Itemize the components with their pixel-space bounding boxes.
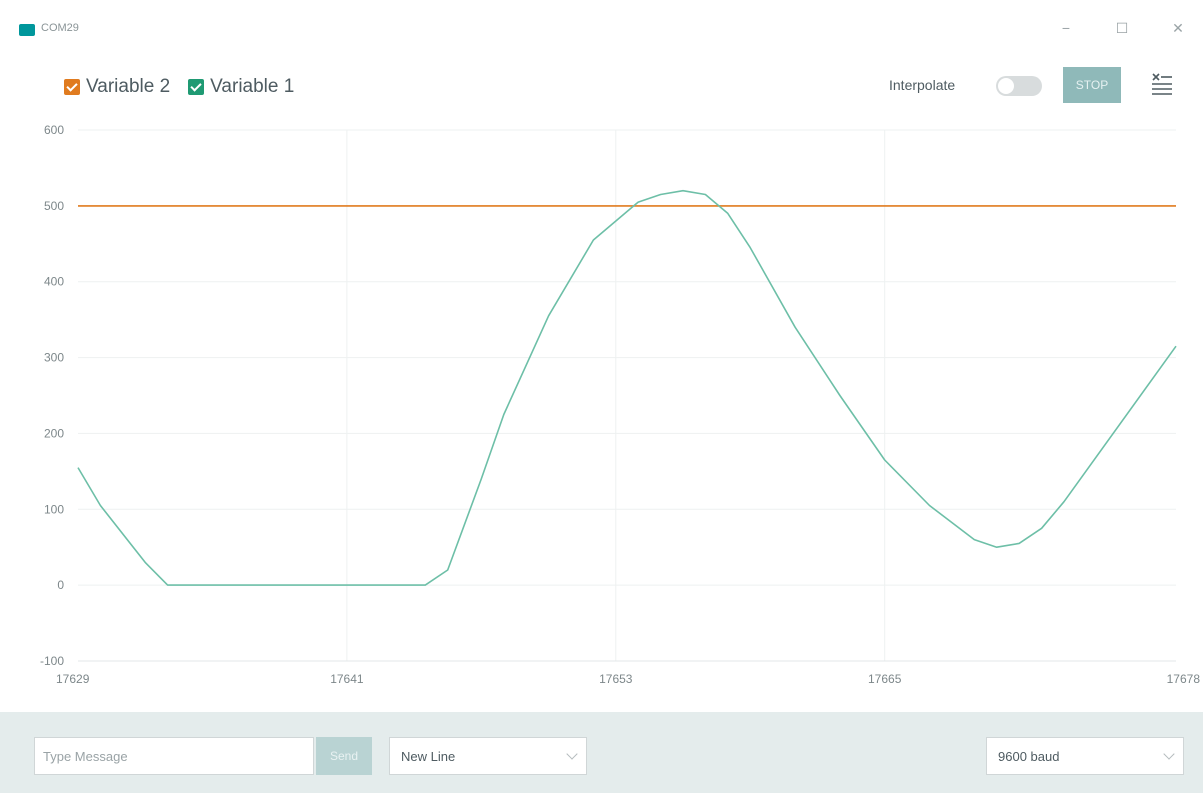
send-button[interactable]: Send [316,737,372,775]
legend-label-variable-2: Variable 2 [86,76,171,97]
window-title: COM29 [41,22,79,34]
maximize-button[interactable]: ☐ [1115,20,1129,36]
chevron-down-icon [1163,748,1175,760]
y-tick-label: -100 [40,654,64,668]
app-icon [19,24,35,36]
interpolate-toggle[interactable] [996,76,1042,96]
y-tick-label: 100 [44,502,64,516]
list-settings-icon[interactable] [1150,70,1174,98]
line-ending-value: New Line [401,749,456,764]
serial-footer: Send New Line 9600 baud [0,712,1203,793]
legend-label-variable-1: Variable 1 [210,76,295,97]
title-bar: COM29 − ☐ ✕ [0,0,1203,60]
y-tick-label: 200 [44,426,64,440]
message-input[interactable] [34,737,314,775]
baud-rate-select[interactable]: 9600 baud [986,737,1184,775]
toggle-knob [998,78,1014,94]
x-tick-label: 17653 [599,672,633,686]
checkbox-variable-1[interactable] [188,79,205,95]
legend-item-variable-2[interactable]: Variable 2 [64,76,170,98]
chevron-down-icon [566,748,578,760]
close-button[interactable]: ✕ [1172,20,1184,36]
interpolate-label: Interpolate [889,77,956,93]
y-tick-label: 300 [44,351,64,365]
line-ending-select[interactable]: New Line [389,737,587,775]
checkbox-variable-2[interactable] [64,79,80,95]
x-tick-label: 17629 [56,672,90,686]
y-tick-label: 0 [57,578,64,592]
y-tick-label: 400 [44,275,64,289]
stop-button[interactable]: STOP [1063,67,1121,103]
series-line-variable-1 [77,189,1177,586]
x-tick-label: 17641 [330,672,364,686]
chart-legend: Variable 2 Variable 1 [64,74,312,100]
y-tick-label: 600 [44,123,64,137]
x-tick-label: 17678 [1167,672,1201,686]
y-tick-label: 500 [44,199,64,213]
legend-item-variable-1[interactable]: Variable 1 [188,76,294,98]
x-tick-label: 17665 [868,672,902,686]
minimize-button[interactable]: − [1061,20,1071,36]
baud-rate-value: 9600 baud [998,749,1060,764]
plot-chart: -100 0 100 200 300 400 500 600 17629 17641 17653 17… [40,123,1201,686]
